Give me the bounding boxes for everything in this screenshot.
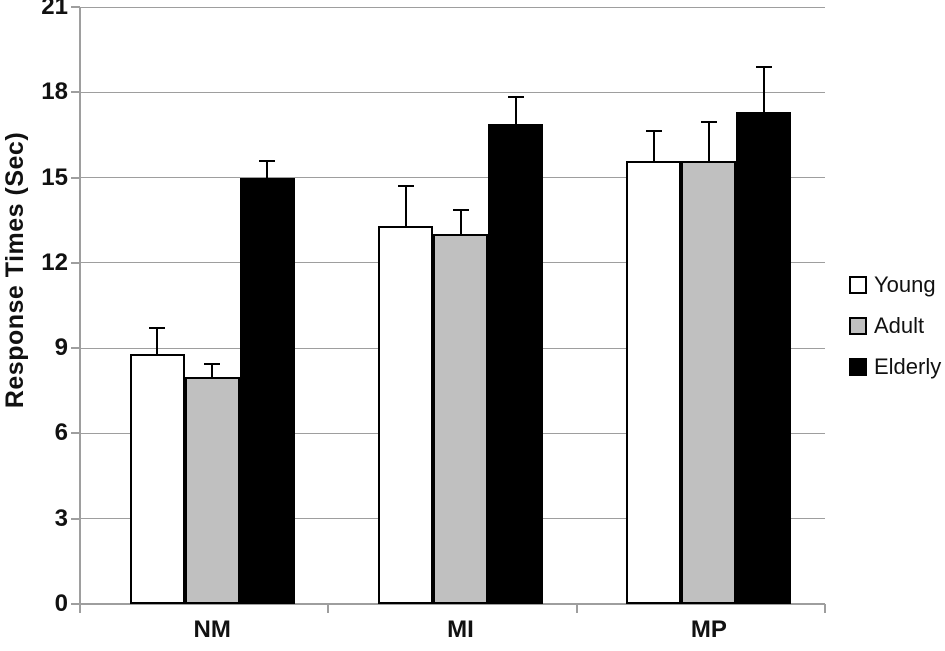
legend: Young Adult Elderly <box>849 264 941 387</box>
error-bar-line <box>211 363 214 377</box>
x-axis-line <box>80 603 825 605</box>
error-bar-cap <box>397 185 414 188</box>
legend-label: Adult <box>874 312 925 338</box>
error-bar-cap <box>645 129 662 132</box>
error-bar-cap <box>452 209 469 212</box>
legend-swatch-icon <box>849 275 867 294</box>
bar-young-nm <box>129 353 185 604</box>
error-bar-cap <box>259 159 276 162</box>
x-axis-tick <box>79 604 81 613</box>
error-bar-line <box>762 66 765 113</box>
y-tick-label: 21 <box>41 0 68 20</box>
legend-item-elderly: Elderly <box>849 346 941 387</box>
bar-young-mp <box>626 160 682 604</box>
legend-item-adult: Adult <box>849 305 941 346</box>
plot-area: 0 3 6 9 12 15 18 21 NM MI MP <box>41 0 826 643</box>
bar-elderly-mi <box>488 123 543 604</box>
legend-label: Young <box>874 271 936 297</box>
y-axis-tick <box>71 6 80 8</box>
error-bar-line <box>266 160 269 178</box>
y-tick-label: 9 <box>54 334 68 362</box>
error-bar-cap <box>149 327 166 330</box>
legend-swatch-icon <box>849 357 867 376</box>
x-axis-tick <box>575 604 578 613</box>
error-bar-line <box>404 186 407 226</box>
bar-elderly-mp <box>736 112 792 604</box>
bar-young-mi <box>378 225 433 604</box>
y-tick-label: 18 <box>41 78 68 106</box>
gridline <box>80 91 825 93</box>
error-bar-line <box>652 130 655 161</box>
legend-item-young: Young <box>849 264 941 305</box>
y-tick-label: 12 <box>41 248 68 276</box>
x-axis-tick <box>327 604 330 613</box>
y-axis-tick <box>71 603 80 605</box>
bar-adult-mi <box>433 234 488 604</box>
y-axis-tick <box>71 176 80 179</box>
bar-adult-mp <box>681 160 737 604</box>
bar-elderly-nm <box>239 177 295 604</box>
error-bar-line <box>707 122 710 161</box>
y-axis-tick <box>71 517 80 520</box>
error-bar-line <box>514 96 517 124</box>
error-bar-line <box>156 328 159 354</box>
error-bar-cap <box>700 121 717 124</box>
error-bar-cap <box>507 95 524 98</box>
error-bar-cap <box>755 65 772 68</box>
y-axis-tick <box>71 91 80 94</box>
y-tick-label: 3 <box>54 504 68 532</box>
x-category-label: MI <box>447 616 474 643</box>
error-bar-line <box>459 210 462 235</box>
y-axis-tick <box>71 261 80 264</box>
bar-adult-nm <box>184 376 240 604</box>
x-axis-tick <box>824 604 826 613</box>
y-tick-label: 15 <box>41 163 68 191</box>
error-bar-cap <box>204 362 221 365</box>
y-tick-label: 6 <box>54 419 68 447</box>
legend-swatch-icon <box>849 316 867 335</box>
legend-label: Elderly <box>874 353 942 379</box>
y-axis-tick <box>71 347 80 350</box>
x-category-label: MP <box>690 616 727 643</box>
y-tick-label: 0 <box>54 590 68 617</box>
y-axis-tick <box>71 432 80 435</box>
y-axis-line <box>79 7 81 604</box>
gridline <box>80 6 825 8</box>
x-category-label: NM <box>193 616 231 643</box>
gridline <box>80 177 825 179</box>
